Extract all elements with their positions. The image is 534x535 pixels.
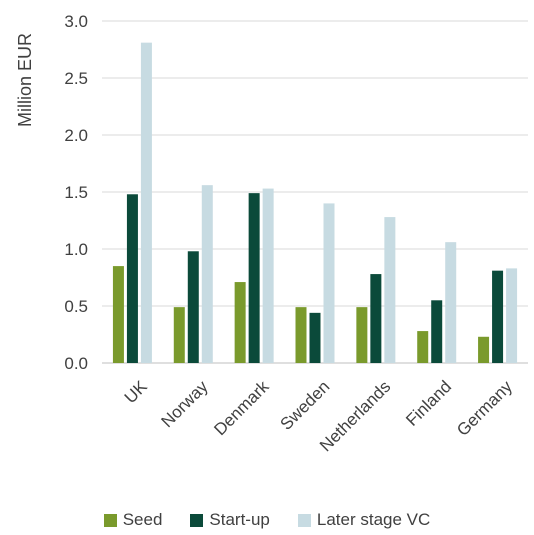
y-tick-label: 2.5 [64,69,88,88]
legend-label: Seed [122,510,163,529]
bar-seed-denmark [234,282,246,363]
bar-seed-netherlands [356,307,368,363]
bar-start-up-uk [126,194,138,363]
bar-seed-germany [478,336,490,363]
x-category-label: Denmark [210,377,273,440]
bar-start-up-norway [187,251,199,363]
y-tick-label: 3.0 [64,12,88,31]
legend-swatch [190,513,204,527]
bar-later-stage-vc-denmark [262,188,274,363]
bar-later-stage-vc-finland [445,242,457,363]
gridlines [102,20,528,364]
x-category-label: UK [121,377,152,408]
y-axis-title: Million EUR [15,33,35,127]
bar-seed-uk [112,266,124,363]
bar-start-up-finland [431,300,443,363]
legend: Seed Start-up Later stage VC [0,510,534,530]
x-category-label: Finland [402,377,455,430]
bar-start-up-netherlands [370,274,382,363]
bar-later-stage-vc-germany [506,268,518,363]
x-category-label: Germany [453,377,516,440]
bar-later-stage-vc-uk [140,42,152,363]
bar-later-stage-vc-norway [201,185,213,363]
y-tick-label: 0.0 [64,354,88,373]
legend-label: Start-up [209,510,270,529]
legend-swatch [297,513,311,527]
bar-seed-sweden [295,307,307,363]
y-tick-label: 1.5 [64,183,88,202]
x-category-label: Norway [158,377,213,432]
y-tick-label: 2.0 [64,126,88,145]
bar-seed-norway [173,307,185,363]
bar-start-up-germany [492,270,504,363]
legend-item: Start-up [190,510,270,530]
y-tick-label: 0.5 [64,297,88,316]
bar-seed-finland [417,331,429,363]
bar-later-stage-vc-netherlands [384,217,396,363]
bar-start-up-denmark [248,193,260,363]
y-tick-label: 1.0 [64,240,88,259]
bar-later-stage-vc-sweden [323,203,335,363]
legend-item: Seed [103,510,163,530]
legend-item: Later stage VC [297,510,431,530]
bar-start-up-sweden [309,312,321,363]
legend-swatch [103,513,117,527]
x-category-label: Sweden [277,377,334,434]
legend-label: Later stage VC [316,510,431,529]
y-tick-labels: 0.0 0.5 1.0 1.5 2.0 2.5 3.0 [64,12,88,373]
bars [112,42,518,363]
